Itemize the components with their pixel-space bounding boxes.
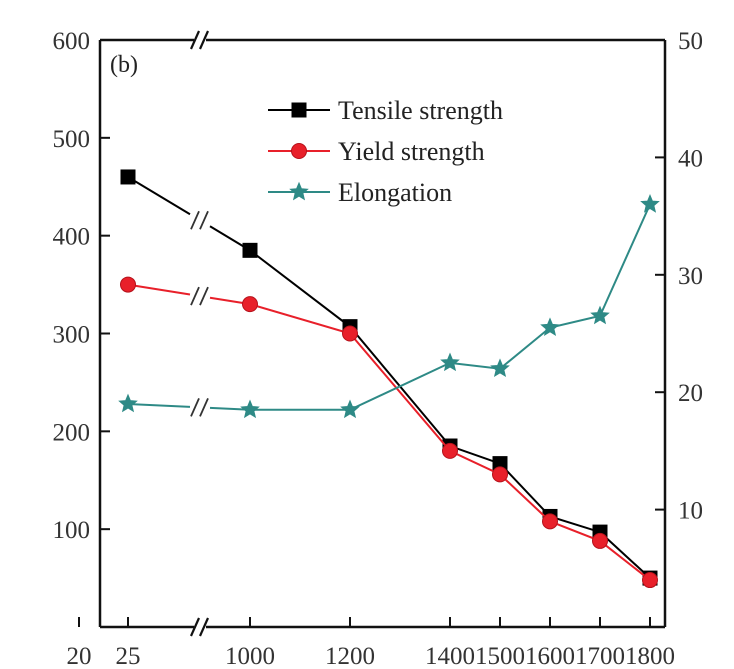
x-tick-label: 20 [67,643,92,669]
bottom-axis-break-mark [189,617,201,637]
data-point-tensile-strength [120,169,136,185]
legend-marker-yield-strength [291,143,307,159]
series-elongation [118,194,660,419]
left-y-tick-label: 400 [53,224,91,251]
left-y-tick-label: 100 [53,517,91,544]
right-y-tick-label: 30 [678,263,703,290]
right-y-tick-label: 40 [678,145,703,172]
series-line-elongation [209,203,651,411]
x-tick-label: 1600 [525,643,575,669]
data-point-yield-strength [542,513,558,530]
data-point-yield-strength [492,466,508,483]
labels-layer: 100 200 300 400 500 600 10 20 30 40 50 20 25 1000 1200… [53,28,704,669]
legend-item-tensile-strength: Tensile strength [268,96,503,125]
series-line-elongation [127,402,191,408]
data-point-elongation [118,393,138,413]
x-tick-label: 1500 [475,643,525,669]
bottom-axis-break-mark [198,617,210,637]
series-break-mark [190,398,200,417]
series-break-mark [190,286,200,306]
data-point-tensile-strength [242,242,258,258]
data-point-elongation [240,399,260,419]
legend-marker-elongation [289,181,309,201]
x-tick-label: 1200 [325,643,375,669]
x-tick-label: 1700 [575,643,625,669]
right-y-tick-label: 20 [678,380,703,407]
data-point-yield-strength [120,276,136,293]
series-break-mark [199,398,209,417]
series-layer [118,169,660,589]
data-point-elongation [440,352,460,372]
legend-item-elongation: Elongation [268,178,452,207]
x-tick-label: 1000 [225,643,275,669]
series-line-yield-strength [209,296,651,581]
series-yield-strength [120,276,658,589]
right-y-tick-label: 50 [678,28,703,55]
top-axis-break-mark [198,30,210,50]
data-point-yield-strength [242,296,258,313]
series-line-tensile-strength [127,176,191,216]
top-axis-break-mark [189,30,201,50]
series-tensile-strength [120,169,658,586]
left-y-tick-label: 500 [53,126,91,153]
legend-marker-tensile-strength [291,102,307,118]
x-tick-label: 1800 [625,643,675,669]
left-y-tick-label: 300 [53,322,91,349]
legend-label: Elongation [338,178,452,207]
series-break-mark [199,286,209,306]
legend-item-yield-strength: Yield strength [268,137,485,166]
legend-label: Yield strength [338,137,485,166]
series-line-tensile-strength [209,225,651,579]
data-point-elongation [540,317,560,336]
data-point-elongation [490,358,510,378]
data-point-elongation [640,194,660,213]
series-line-yield-strength [127,283,191,296]
data-point-yield-strength [442,442,458,459]
legend: Tensile strength Yield strength Elongation [268,96,503,207]
left-y-tick-label: 200 [53,419,91,446]
data-point-yield-strength [642,572,658,589]
legend-label: Tensile strength [338,96,503,125]
data-point-yield-strength [342,325,358,342]
right-y-tick-label: 10 [678,498,703,525]
data-point-yield-strength [592,532,608,549]
data-point-elongation [340,399,360,419]
axes [78,30,667,637]
x-tick-label: 1400 [425,643,475,669]
series-break-mark [190,210,200,230]
panel-label: (b) [110,52,138,78]
x-tick-label: 25 [116,643,141,669]
data-point-elongation [590,305,610,325]
left-y-tick-label: 600 [53,28,91,55]
series-break-mark [199,210,209,230]
